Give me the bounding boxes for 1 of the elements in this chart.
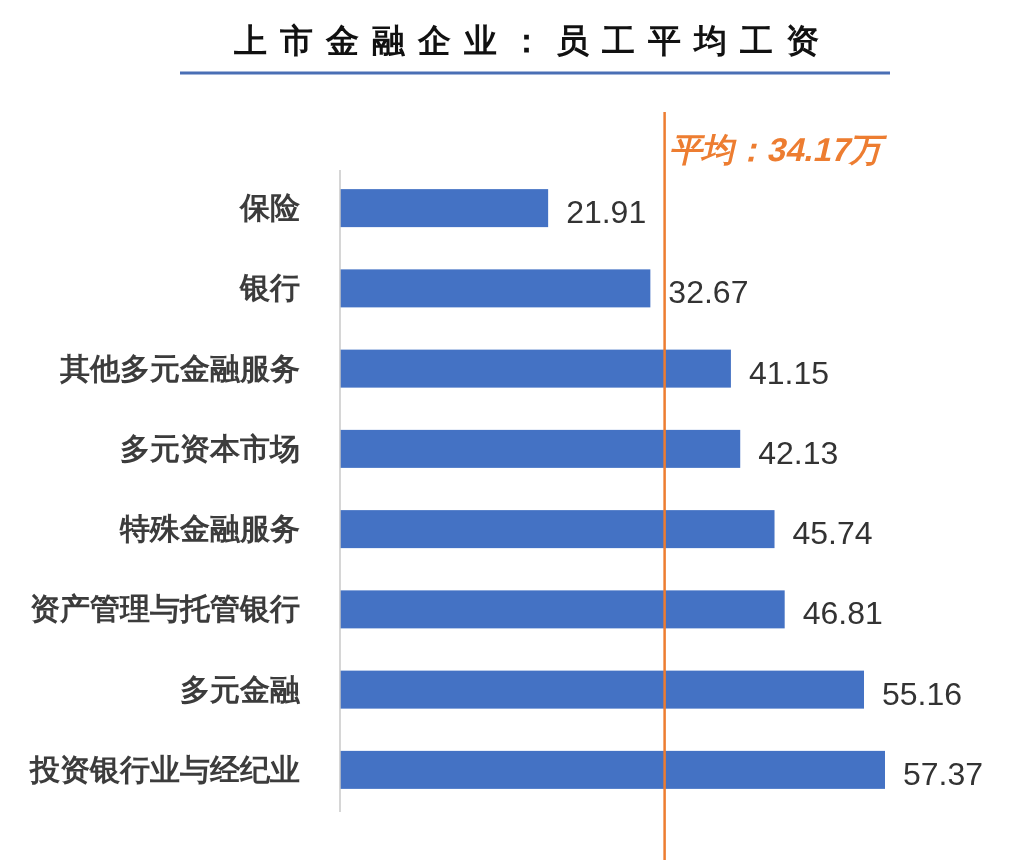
title: 上市金融企业：员工平均工资 (234, 22, 832, 59)
